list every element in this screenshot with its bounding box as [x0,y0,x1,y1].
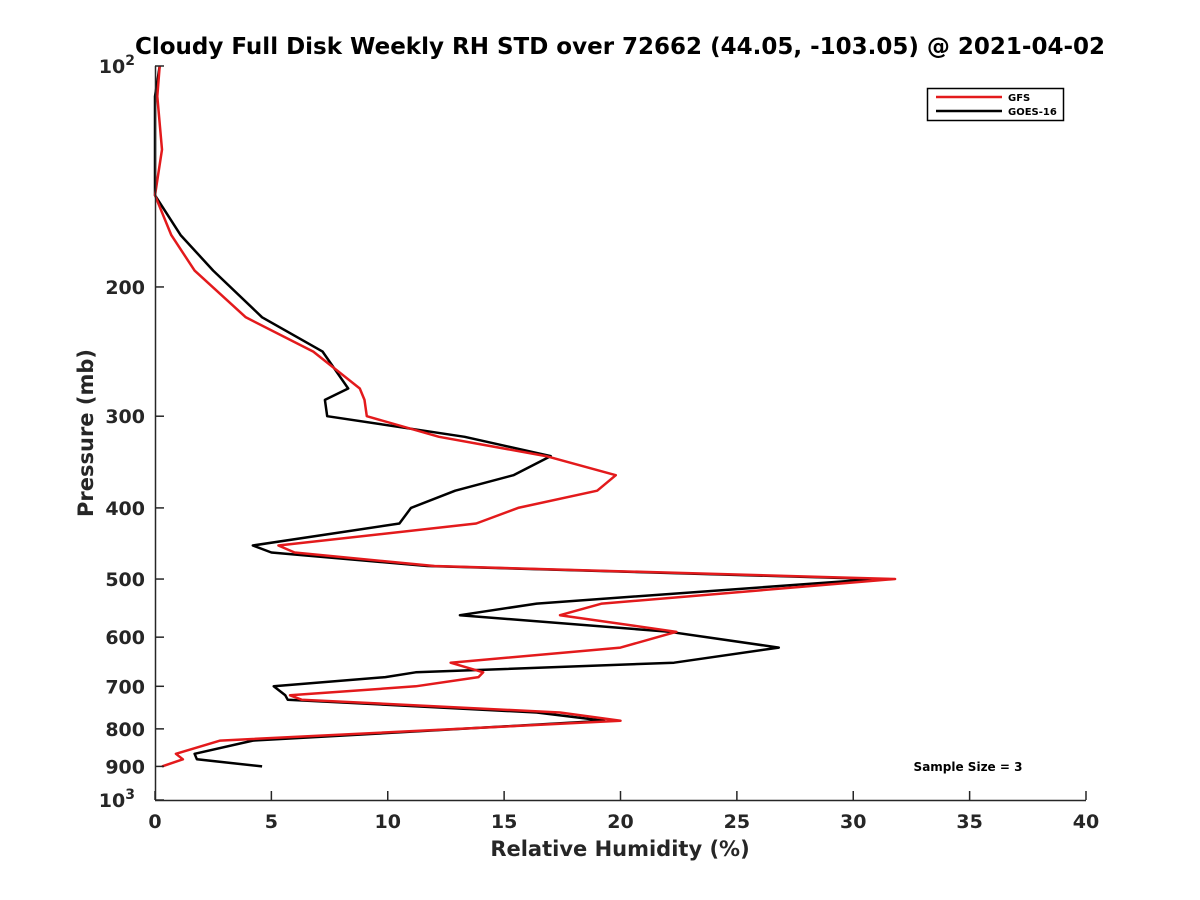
x-tick-label: 0 [148,811,161,833]
x-tick-label: 30 [840,811,866,833]
x-ticks: 0 5 10 15 20 25 30 35 40 [148,791,1099,833]
x-tick-label: 35 [956,811,982,833]
series-line-gfs [153,65,897,768]
legend-label-gfs: GFS [1008,93,1030,104]
x-tick-label: 15 [491,811,517,833]
x-tick-label: 10 [375,811,401,833]
axes [154,66,1086,802]
legend-label-goes16: GOES-16 [1008,107,1057,118]
y-tick-label: 500 [105,569,145,591]
y-tick-label: 300 [105,406,145,428]
legend-box [926,87,1065,122]
y-tick-label: 102 [99,53,135,78]
legend: GFS GOES-16 [926,87,1065,122]
y-axis-label: Pressure (mb) [74,349,98,517]
y-tick-label: 700 [105,676,145,698]
y-tick-label: 800 [105,719,145,741]
y-tick-label: 600 [105,627,145,649]
x-tick-label: 40 [1073,811,1099,833]
x-tick-label: 25 [724,811,750,833]
x-tick-label: 5 [265,811,278,833]
y-tick-label: 900 [105,756,145,778]
y-tick-label: 103 [99,787,135,812]
sample-size-annotation: Sample Size = 3 [914,760,1023,774]
y-tick-label: 200 [105,277,145,299]
plot-lines [153,65,897,768]
series-line-goes16 [153,65,878,768]
chart-title: Cloudy Full Disk Weekly RH STD over 7266… [135,34,1105,60]
x-tick-label: 20 [607,811,633,833]
y-ticks: 102 200 300 400 500 600 700 800 900 103 [99,53,164,812]
x-axis-label: Relative Humidity (%) [490,837,749,861]
y-tick-label: 400 [105,498,145,520]
